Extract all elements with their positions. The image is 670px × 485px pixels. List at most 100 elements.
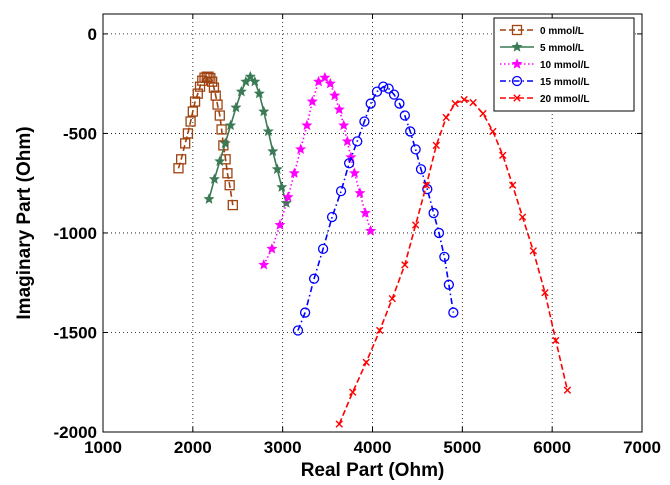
data-point [308,273,320,284]
data-point [329,89,341,101]
data-point [335,186,347,197]
data-point [288,167,300,178]
data-point [448,307,459,318]
legend-label: 0 mmol/L [540,26,584,37]
data-point [317,243,329,255]
data-point [208,173,220,184]
data-point [335,420,343,428]
axis-ticks: 1000 2000 3000 4000 5000 6000 7000 0 -500 -1000 -1… [54,14,661,457]
data-point [295,143,307,155]
data-point [214,155,226,166]
data-point [443,279,455,290]
data-point [203,193,215,204]
data-point [176,154,187,165]
data-point [214,110,225,121]
series-line [297,85,455,331]
x-tick-label: 1000 [84,438,122,457]
data-point [326,211,338,223]
data-point [206,76,218,87]
data-point [349,167,361,178]
data-point [249,75,261,87]
data-point [271,163,283,174]
x-tick-label: 2000 [174,438,212,457]
y-tick-label: -1500 [54,323,97,342]
data-point [192,88,203,99]
data-point [375,326,384,335]
data-point [362,358,370,367]
x-tick-label: 6000 [533,438,571,457]
data-point [439,251,450,262]
data-point [433,227,445,239]
grid [103,14,642,432]
data-point [266,243,278,254]
legend-label: 20 mmol/L [540,94,589,105]
legend-swatch-marker [511,58,523,69]
data-point [383,83,394,94]
y-tick-label: -500 [63,124,97,143]
data-point [280,197,292,208]
x-tick-label: 4000 [354,438,392,457]
data-point [401,261,409,269]
data-point [219,137,231,149]
data-point [301,119,313,131]
data-point [410,144,421,155]
legend-label: 5 mmol/L [540,43,584,54]
data-point [282,191,294,202]
data-point [276,181,288,192]
data-point [432,141,440,150]
data-point [182,128,194,139]
data-point [227,199,238,211]
data-point [189,96,201,107]
data-point [216,124,227,135]
legend-swatch-marker [511,24,523,36]
data-point [222,168,233,179]
data-point [341,135,353,147]
data-point [388,294,396,303]
data-point [365,225,377,236]
data-point [354,187,366,198]
legend: 0 mmol/L 5 mmol/L 10 mmol/L 15 mmol/L 20 mmo… [493,17,635,112]
data-point [306,95,318,107]
series-3 [292,81,459,336]
data-point [267,145,279,157]
data-point [338,119,350,131]
data-point [499,151,507,160]
data-point [359,116,370,127]
series-layer [173,70,572,428]
data-point [253,87,265,99]
data-point [415,164,427,175]
data-point [343,158,355,169]
data-point [240,75,252,87]
data-point [224,180,235,191]
data-point [378,81,389,92]
data-point [451,99,459,108]
data-point [405,126,416,137]
legend-swatch-marker [513,94,521,102]
legend-swatch-marker [511,41,523,52]
data-point [399,110,410,121]
data-point [460,95,468,104]
data-point [333,103,345,115]
data-point [225,119,237,131]
y-tick-label: -1000 [54,224,97,243]
data-point [365,98,376,109]
data-point [422,181,431,189]
data-point [388,89,400,100]
data-point [299,307,311,318]
data-point [185,116,196,127]
data-point [319,71,331,83]
data-point [563,386,572,394]
series-line [177,75,234,206]
data-point [230,101,242,113]
data-point [552,336,560,345]
y-tick-label: -2000 [54,423,97,442]
data-point [187,106,198,117]
legend-label: 10 mmol/L [540,60,589,71]
series-line [338,98,569,425]
data-point [394,98,405,109]
series-1 [203,70,292,208]
data-point [541,288,549,297]
data-point [479,109,487,118]
data-point [529,247,537,255]
